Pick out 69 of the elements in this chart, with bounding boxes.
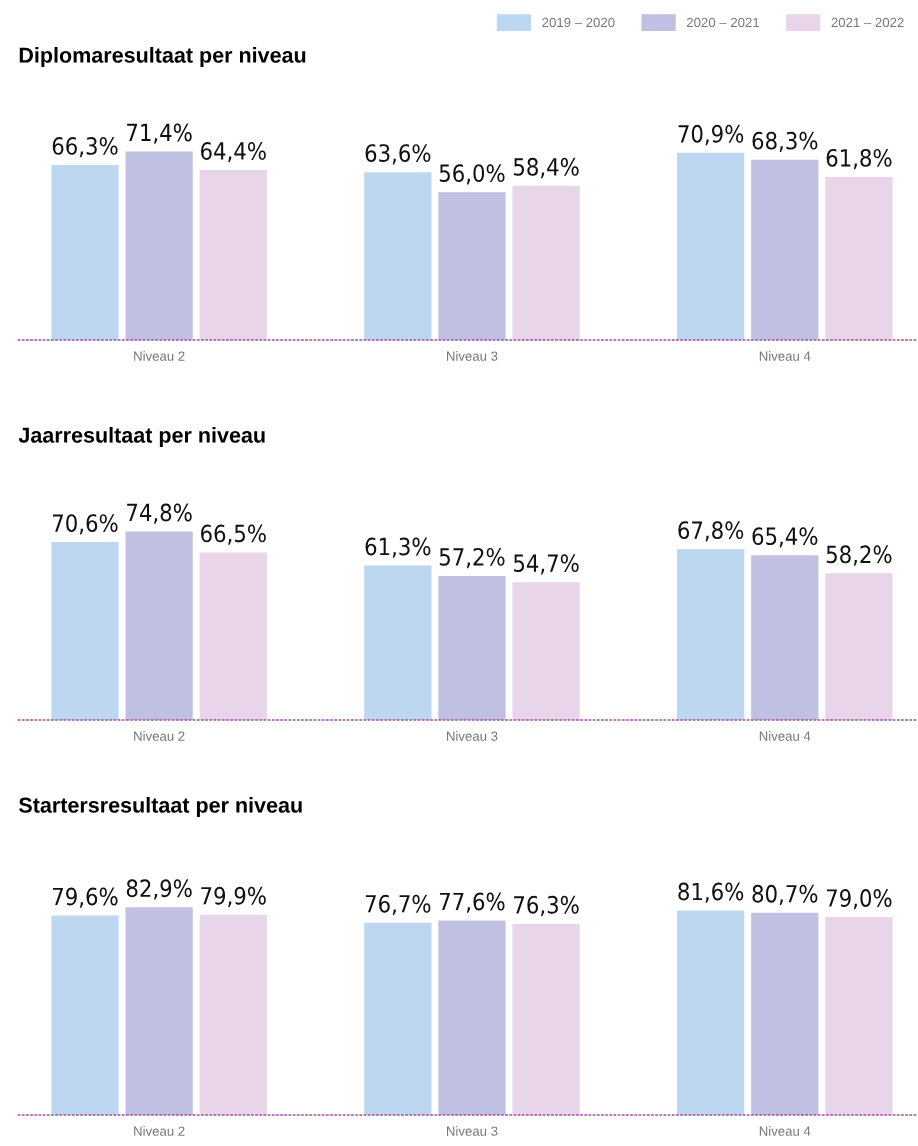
bar bbox=[512, 185, 580, 340]
bar bbox=[677, 549, 745, 720]
chart-title: Startersresultaat per niveau bbox=[18, 796, 302, 818]
bar bbox=[438, 920, 506, 1115]
data-label: 76,7% bbox=[365, 894, 431, 916]
bar bbox=[125, 151, 193, 340]
data-label: 81,6% bbox=[678, 882, 744, 903]
data-label: 71,4% bbox=[127, 123, 192, 144]
data-label: 64,4% bbox=[201, 142, 266, 163]
data-label: 61,8% bbox=[826, 148, 892, 170]
bar bbox=[677, 152, 745, 340]
x-tick-label: Niveau 4 bbox=[759, 1126, 811, 1136]
data-label: 58,2% bbox=[826, 545, 892, 566]
bar bbox=[751, 159, 819, 340]
data-label: 67,8% bbox=[678, 521, 744, 542]
x-tick-label: Niveau 3 bbox=[447, 351, 498, 361]
data-label: 79,6% bbox=[53, 887, 118, 908]
bar bbox=[364, 922, 432, 1115]
data-label: 58,4% bbox=[514, 157, 579, 179]
data-label: 63,6% bbox=[365, 144, 431, 165]
bar bbox=[825, 917, 893, 1115]
data-label: 80,7% bbox=[752, 884, 818, 906]
bar bbox=[751, 912, 819, 1115]
bar bbox=[438, 192, 506, 340]
bar bbox=[438, 575, 506, 720]
bar bbox=[199, 914, 267, 1115]
chart-title: Diplomaresultaat per niveau bbox=[19, 46, 306, 68]
data-label: 56,0% bbox=[439, 164, 505, 185]
data-label: 74,8% bbox=[127, 503, 192, 524]
bar bbox=[125, 531, 193, 720]
data-label: 57,2% bbox=[439, 547, 505, 569]
data-label: 66,3% bbox=[52, 137, 118, 158]
bar bbox=[199, 170, 267, 340]
data-label: 79,9% bbox=[201, 886, 266, 908]
data-label: 68,3% bbox=[752, 131, 818, 152]
bar bbox=[125, 907, 193, 1115]
bar bbox=[51, 165, 119, 340]
x-tick-label: Niveau 4 bbox=[759, 731, 811, 741]
bar bbox=[51, 542, 119, 720]
legend-label: 2019 – 2020 bbox=[542, 17, 615, 28]
bar bbox=[51, 915, 119, 1115]
x-tick-label: Niveau 3 bbox=[447, 731, 498, 741]
data-label: 54,7% bbox=[514, 554, 579, 575]
bar bbox=[512, 582, 580, 720]
data-label: 70,6% bbox=[53, 514, 118, 535]
x-tick-label: Niveau 4 bbox=[759, 351, 811, 361]
x-tick-label: Niveau 2 bbox=[134, 731, 185, 741]
bar bbox=[677, 910, 745, 1115]
data-label: 61,3% bbox=[365, 537, 431, 558]
bar bbox=[751, 555, 819, 720]
bar bbox=[825, 573, 893, 720]
data-label: 79,0% bbox=[826, 889, 892, 910]
legend-label: 2021 – 2022 bbox=[831, 17, 904, 28]
data-label: 66,5% bbox=[201, 524, 266, 545]
bar bbox=[199, 552, 267, 720]
x-tick-label: Niveau 3 bbox=[447, 1126, 498, 1136]
bar bbox=[512, 923, 580, 1115]
bar bbox=[364, 565, 432, 720]
chart-title: Jaarresultaat per niveau bbox=[18, 426, 265, 448]
data-label: 77,6% bbox=[439, 892, 505, 913]
x-tick-label: Niveau 2 bbox=[134, 351, 185, 361]
data-label: 65,4% bbox=[752, 527, 818, 548]
bar bbox=[825, 176, 893, 340]
data-label: 82,9% bbox=[126, 879, 192, 900]
data-label: 70,9% bbox=[678, 124, 744, 146]
legend-label: 2020 – 2021 bbox=[686, 17, 760, 28]
x-tick-label: Niveau 2 bbox=[134, 1126, 185, 1136]
bar bbox=[364, 172, 432, 340]
data-label: 76,3% bbox=[514, 895, 579, 917]
